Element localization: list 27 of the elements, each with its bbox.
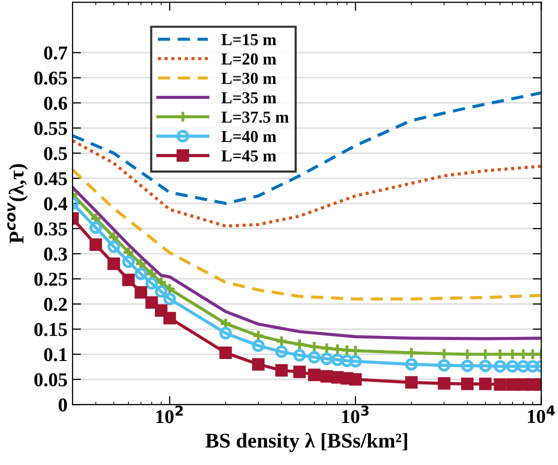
y-tick-label: 0.15 [34,322,67,336]
y-tick-label: 0.2 [44,298,67,312]
y-tick-label: 0.55 [34,122,67,136]
y-tick-label: 0.7 [44,46,68,60]
x-axis-title: BS density λ [BSs/km²] [206,432,408,452]
x-tick-label: 10$^{2}$ [156,405,183,424]
legend-label: L=35 m [221,92,276,104]
legend-label: L=45 m [221,150,276,162]
legend-label: L=40 m [221,130,276,142]
y-tick-label: 0.5 [44,146,67,160]
y-tick-label: 0.3 [44,248,68,261]
legend-label: L=20 m [221,53,276,65]
y-tick-label: 0.4 [44,197,68,210]
y-tick-label: 0.45 [34,172,67,186]
y-tick-label: 0.1 [44,348,67,362]
y-tick-label: 0 [58,398,67,412]
legend-label: L=15 m [221,34,276,46]
legend-label: L=30 m [221,72,276,84]
x-tick-label: 10$^{3}$ [342,405,369,424]
x-tick-label: 10$^{4}$ [528,405,555,424]
y-tick-label: 0.65 [34,72,67,85]
y-tick-label: 0.6 [44,96,68,110]
y-tick-label: 0.25 [34,272,67,286]
y-tick-label: 0.35 [34,222,67,236]
legend-label: L=37.5 m [221,112,289,123]
y-tick-label: 0.05 [34,373,67,386]
y-axis-title: P$^{cov}$(λ,τ) [7,164,28,244]
